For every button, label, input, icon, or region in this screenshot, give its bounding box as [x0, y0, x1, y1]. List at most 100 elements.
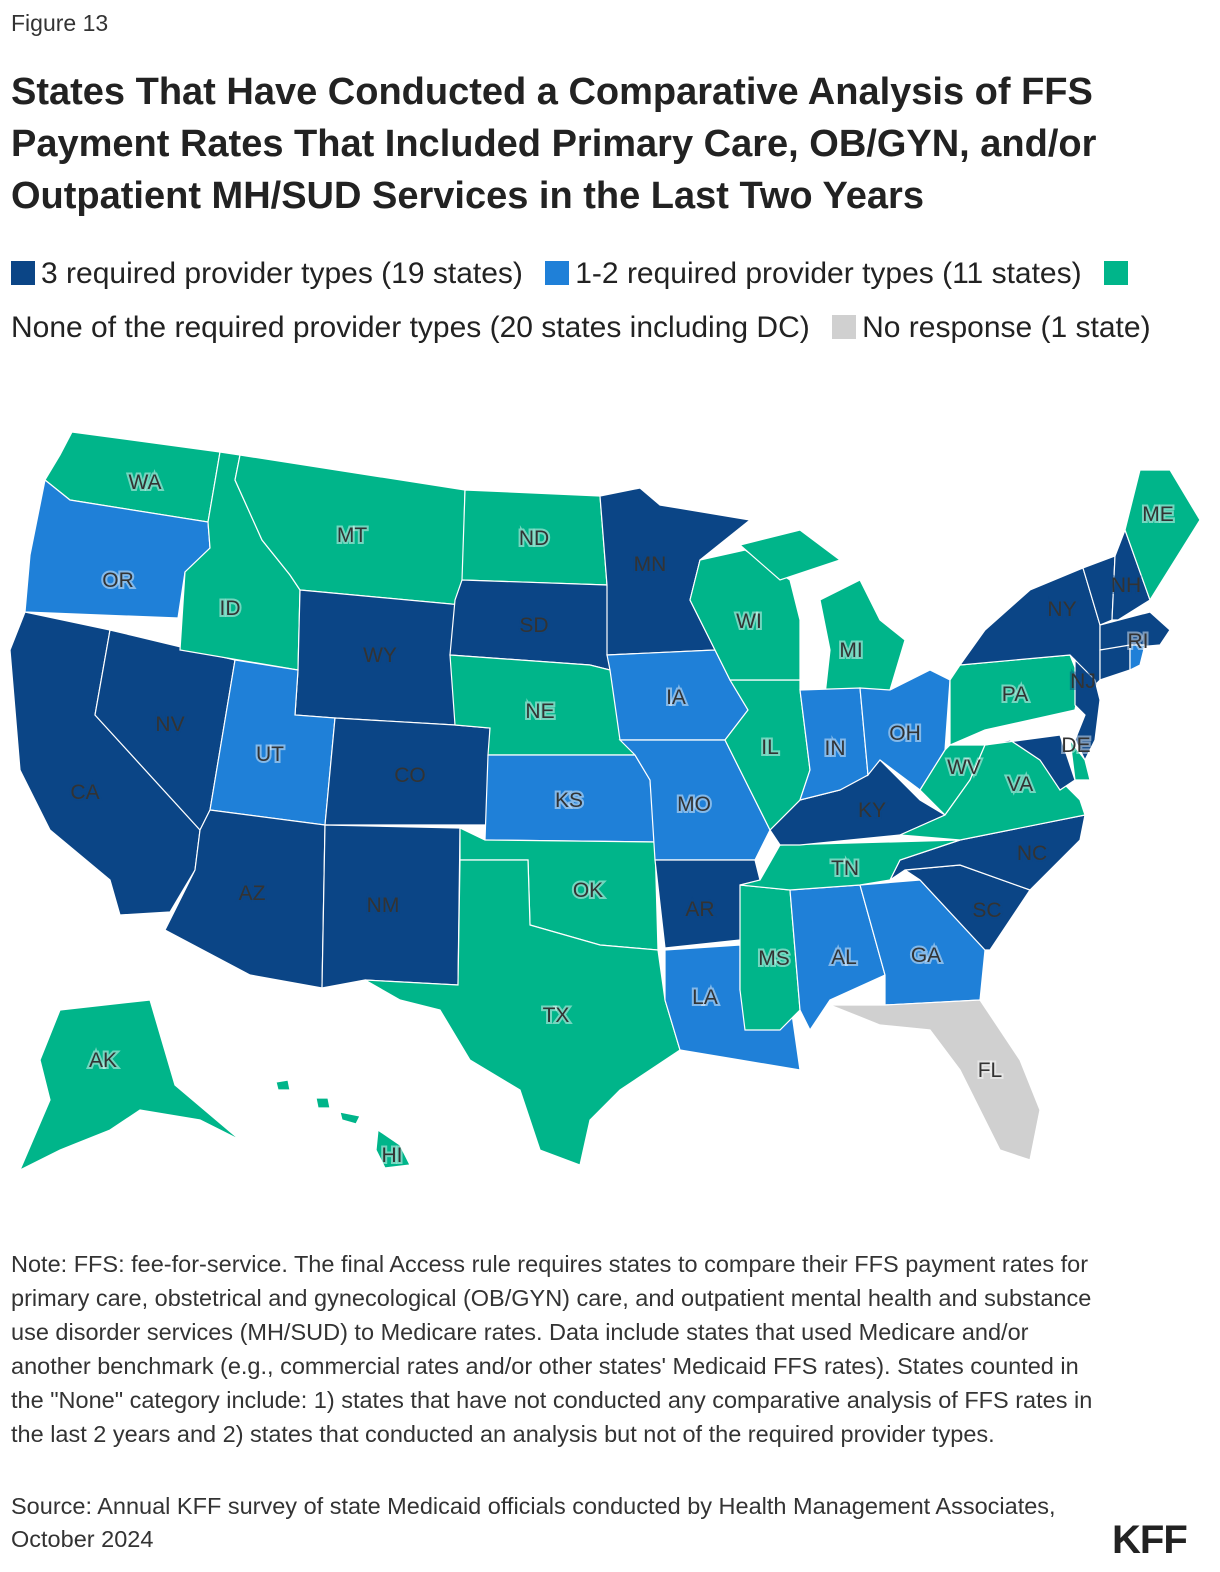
figure-label: Figure 13: [11, 10, 109, 36]
state-label-ak: AK: [89, 1049, 117, 1072]
state-shape: [275, 1079, 291, 1091]
legend-item-some: 1-2 required provider types (11 states): [545, 257, 1082, 290]
state-label-mn: MN: [634, 553, 667, 576]
state-label-mt: MT: [337, 524, 367, 547]
state-shape: [739, 839, 961, 891]
state-label-wi: WI: [736, 610, 762, 633]
state-wi: [689, 549, 801, 681]
state-label-az: AZ: [239, 882, 266, 905]
state-label-ar: AR: [685, 898, 714, 921]
state-label-ri: RI: [1128, 630, 1149, 653]
state-shape: [1129, 644, 1146, 671]
legend-label: 1-2 required provider types (11 states): [575, 257, 1082, 290]
state-label-sd: SD: [519, 614, 548, 637]
state-label-al: AL: [831, 946, 857, 969]
state-shape: [738, 529, 842, 581]
state-shape: [1124, 469, 1201, 602]
state-label-id: ID: [220, 597, 241, 620]
state-shape: [315, 1097, 331, 1109]
state-label-wa: WA: [128, 471, 161, 494]
state-label-ut: UT: [256, 743, 284, 766]
state-label-il: IL: [761, 736, 779, 759]
state-label-or: OR: [102, 569, 134, 592]
state-shape: [364, 859, 681, 1166]
state-shape: [819, 579, 906, 696]
state-label-ok: OK: [573, 879, 603, 902]
state-mi: [738, 529, 906, 696]
state-me: [1124, 469, 1201, 602]
state-shape: [724, 679, 811, 832]
state-ma: [1099, 611, 1171, 651]
state-label-mi: MI: [839, 639, 862, 662]
legend-swatch: [11, 261, 35, 285]
source: Source: Annual KFF survey of state Medic…: [11, 1493, 1056, 1552]
state-label-in: IN: [825, 737, 846, 760]
legend-swatch: [1103, 261, 1128, 285]
state-label-me: ME: [1142, 503, 1174, 526]
state-label-co: CO: [394, 764, 426, 787]
state-shape: [339, 1111, 361, 1125]
state-label-nc: NC: [1017, 842, 1047, 865]
state-label-ia: IA: [666, 686, 686, 709]
state-label-nm: NM: [367, 894, 400, 917]
state-label-tx: TX: [543, 1004, 570, 1027]
state-ri: [1129, 644, 1146, 671]
state-shape: [1099, 644, 1131, 681]
state-label-wv: WV: [947, 756, 981, 779]
legend-swatch: [545, 261, 570, 285]
legend-swatch: [832, 315, 857, 339]
note: Note: FFS: fee-for-service. The final Ac…: [11, 1251, 1093, 1447]
legend-label: No response (1 state): [862, 311, 1151, 344]
state-label-pa: PA: [1002, 683, 1028, 706]
state-label-ks: KS: [555, 789, 583, 812]
state-label-ne: NE: [525, 700, 554, 723]
state-label-ga: GA: [911, 944, 941, 967]
state-label-ky: KY: [858, 799, 886, 822]
state-label-la: LA: [692, 986, 718, 1009]
state-il: [724, 679, 811, 832]
state-label-ms: MS: [758, 947, 790, 970]
state-label-oh: OH: [889, 722, 921, 745]
state-ak: [18, 999, 241, 1172]
state-label-de: DE: [1061, 734, 1090, 757]
state-tn: [739, 839, 961, 891]
state-label-tn: TN: [831, 857, 859, 880]
state-label-ca: CA: [70, 781, 99, 804]
state-label-ny: NY: [1047, 598, 1076, 621]
legend-label: None of the required provider types (20 …: [11, 311, 810, 344]
legend-label: 3 required provider types (19 states): [41, 257, 523, 290]
state-shape: [829, 999, 1041, 1161]
chart-title: States That Have Conducted a Comparative…: [11, 71, 1097, 217]
state-shape: [18, 999, 241, 1172]
state-shape: [375, 1128, 411, 1169]
state-label-nh: NH: [1111, 574, 1141, 597]
legend-item-three: 3 required provider types (19 states): [11, 257, 523, 290]
state-tx: [364, 859, 681, 1166]
legend-item-no-response: No response (1 state): [832, 311, 1151, 344]
state-label-fl: FL: [978, 1059, 1003, 1082]
state-nh: [1111, 528, 1151, 621]
state-shape: [1069, 737, 1091, 781]
state-shape: [1111, 528, 1151, 621]
legend-item-none: None of the required provider types (20 …: [11, 257, 1134, 344]
state-hi: [275, 1079, 411, 1169]
state-ct: [1099, 644, 1131, 681]
state-label-sc: SC: [972, 899, 1001, 922]
state-label-va: VA: [1007, 773, 1033, 796]
state-label-mo: MO: [677, 793, 711, 816]
legend: 3 required provider types (19 states) 1-…: [11, 247, 1191, 355]
state-label-nd: ND: [519, 527, 549, 550]
state-shape: [984, 734, 1076, 791]
state-shape: [1099, 611, 1171, 651]
kff-logo: KFF: [1112, 1518, 1188, 1562]
state-de: [1069, 737, 1091, 781]
state-shape: [689, 549, 801, 681]
state-label-nv: NV: [155, 713, 184, 736]
state-fl: [829, 999, 1041, 1161]
state-label-wy: WY: [363, 644, 397, 667]
state-label-nj: NJ: [1070, 670, 1096, 693]
state-label-hi: HI: [382, 1144, 403, 1167]
state-md: [984, 734, 1076, 791]
